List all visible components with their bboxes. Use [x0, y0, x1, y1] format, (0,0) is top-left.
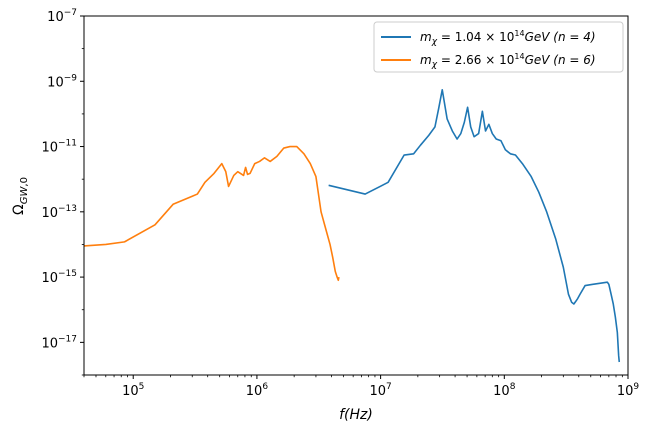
- series-line-1: [83, 145, 340, 282]
- y-tick-label-2: 10−13: [41, 204, 77, 221]
- legend-label-n4: mχ = 1.04 × 1014GeV (n = 4): [420, 29, 596, 47]
- y-tick-label-1: 10−15: [41, 269, 77, 286]
- x-tick-label-2: 107: [369, 382, 391, 399]
- y-tick-label-3: 10−11: [41, 139, 77, 156]
- y-tick-label-4: 10−9: [47, 73, 77, 90]
- y-tick-label-0: 10−17: [41, 334, 77, 351]
- series-layer: [83, 88, 621, 363]
- legend: mχ = 1.04 × 1014GeV (n = 4) mχ = 2.66 × …: [373, 21, 624, 73]
- x-axis-label: f(Hz): [339, 407, 373, 423]
- x-tick-label-0: 105: [122, 382, 144, 399]
- series-line-0: [328, 88, 621, 363]
- x-axis: 105 106 107 108 109: [83, 375, 640, 399]
- x-tick-label-4: 109: [617, 382, 640, 399]
- legend-label-n6: mχ = 2.66 × 1014GeV (n = 6): [420, 52, 596, 70]
- y-axis-label: ΩGW,0: [11, 177, 30, 215]
- y-tick-label-5: 10−7: [47, 8, 77, 25]
- legend-box: [373, 21, 624, 73]
- y-axis: 10−17 10−15 10−13 10−11 10−9 10−7: [41, 8, 84, 376]
- x-tick-label-3: 108: [493, 382, 516, 399]
- x-tick-label-1: 106: [246, 382, 269, 399]
- plot-frame: [83, 15, 629, 376]
